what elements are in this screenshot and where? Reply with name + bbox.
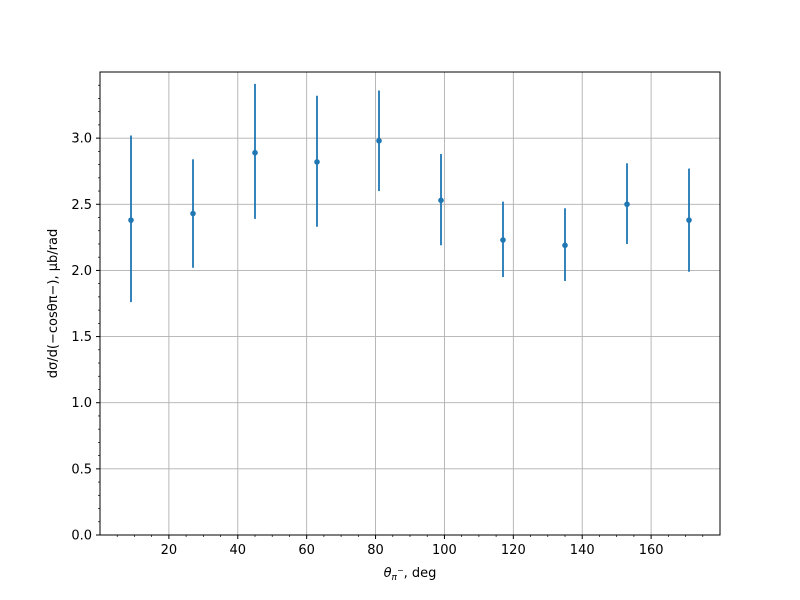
data-point (252, 149, 258, 156)
y-tick-label: 1.0 (71, 396, 92, 411)
y-axis: 0.0 0.5 1.0 1.5 2.0 2.5 3.0 (71, 84, 100, 544)
x-axis-label-symbol: θ (384, 566, 392, 581)
data-point (190, 210, 196, 217)
x-axis-label-subscript: π (392, 573, 398, 583)
x-axis: 20 40 60 80 100 120 140 160 (116, 535, 704, 558)
data-point (500, 237, 506, 243)
x-axis-label: θπ−, deg (384, 566, 437, 583)
y-tick-label: 0.5 (71, 462, 92, 477)
x-tick-label: 60 (298, 543, 315, 558)
x-tick-label: 120 (501, 543, 526, 558)
data-points (128, 137, 692, 249)
y-tick-label: 3.0 (71, 132, 92, 147)
y-tick-label: 2.0 (71, 264, 92, 279)
y-axis-label: dσ/d(−cosθπ−), μb/rad (46, 229, 61, 378)
x-tick-label: 20 (161, 543, 178, 558)
data-point (314, 159, 320, 165)
data-point (562, 242, 568, 249)
y-tick-label: 0.0 (71, 529, 92, 544)
x-tick-label: 140 (570, 543, 595, 558)
y-tick-label: 2.5 (71, 198, 92, 213)
x-tick-label: 160 (639, 543, 664, 558)
data-point (376, 137, 382, 144)
x-tick-label: 80 (367, 543, 384, 558)
x-axis-label-superscript: − (397, 566, 404, 575)
data-point (438, 197, 444, 204)
data-point (128, 217, 134, 223)
x-tick-label: 40 (230, 543, 247, 558)
y-tick-label: 1.5 (71, 330, 92, 345)
grid (100, 72, 720, 536)
x-tick-label: 100 (432, 543, 457, 558)
data-point (624, 201, 630, 208)
x-axis-label-suffix: , deg (404, 566, 437, 581)
data-point (686, 217, 692, 223)
